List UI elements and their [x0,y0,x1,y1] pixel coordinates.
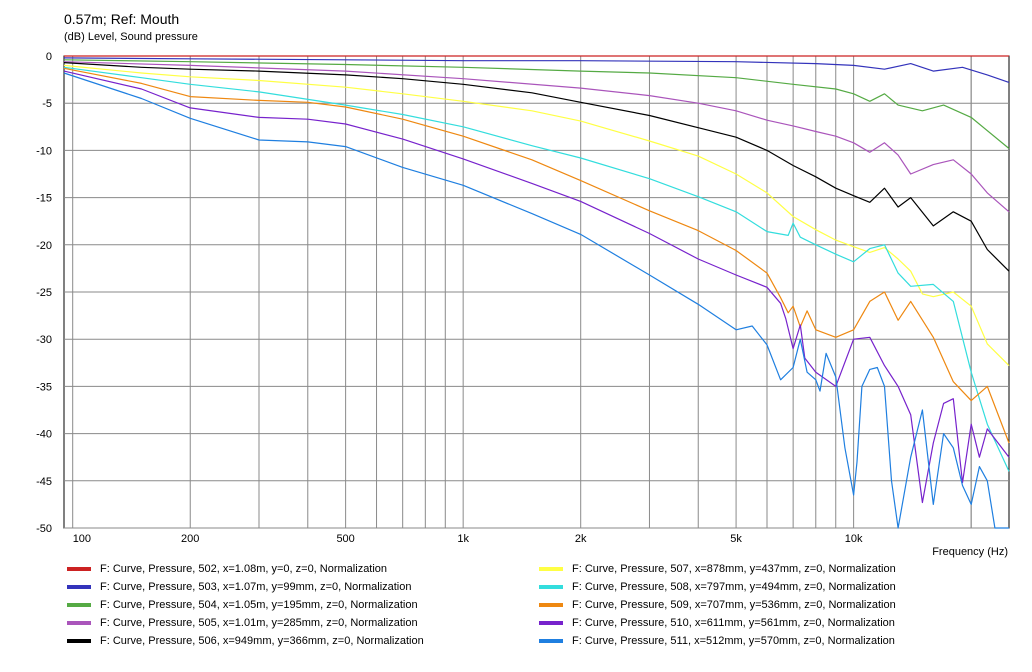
series-line-2 [63,59,1010,149]
legend-item: F: Curve, Pressure, 502, x=1.08m, y=0, z… [67,563,387,575]
legend-swatch [67,567,91,571]
legend-label: F: Curve, Pressure, 503, x=1.07m, y=99mm… [100,581,412,593]
legend-label: F: Curve, Pressure, 510, x=611mm, y=561m… [572,617,895,629]
legend-item: F: Curve, Pressure, 505, x=1.01m, y=285m… [67,617,418,629]
y-tick-label: -10 [36,145,52,157]
legend-label: F: Curve, Pressure, 502, x=1.08m, y=0, z… [100,563,388,575]
legend-swatch [67,621,91,625]
y-tick-label: -40 [36,429,52,441]
x-tick-label: 100 [73,533,91,545]
legend-label: F: Curve, Pressure, 508, x=797mm, y=494m… [572,581,896,593]
legend-item: F: Curve, Pressure, 509, x=707mm, y=536m… [539,599,896,611]
legend-swatch [539,567,563,571]
legend-swatch [539,603,563,607]
legend-item: F: Curve, Pressure, 510, x=611mm, y=561m… [539,617,895,629]
x-tick-label: 1k [457,533,469,545]
series-line-6 [63,66,1010,472]
legend-swatch [539,621,563,625]
frequency-response-chart: 0 -5 -10 -15 -20 -25 -30 -35 -40 -45 -50 100 200 500… [36,51,1010,558]
grid-lines [63,55,1010,529]
x-tick-labels: 100 200 500 1k 2k 5k 10k [73,533,863,545]
y-tick-label: -35 [36,381,52,393]
legend-swatch [67,603,91,607]
legend-item: F: Curve, Pressure, 503, x=1.07m, y=99mm… [67,581,412,593]
legend-label: F: Curve, Pressure, 504, x=1.05m, y=195m… [100,599,418,611]
legend-item: F: Curve, Pressure, 504, x=1.05m, y=195m… [67,599,418,611]
legend-label: F: Curve, Pressure, 507, x=878mm, y=437m… [572,563,896,575]
y-tick-label: 0 [46,51,52,63]
x-tick-label: 200 [181,533,199,545]
series-line-7 [63,67,1010,444]
x-tick-label: 2k [575,533,587,545]
legend-swatch [539,585,563,589]
legend-swatch [67,639,91,643]
series-line-4 [63,62,1010,272]
series-line-5 [63,64,1010,367]
legend-swatch [539,639,563,643]
x-tick-label: 10k [845,533,863,545]
legend-label: F: Curve, Pressure, 511, x=512mm, y=570m… [572,635,895,647]
legend-item: F: Curve, Pressure, 511, x=512mm, y=570m… [539,635,895,647]
x-tick-label: 500 [336,533,354,545]
y-tick-label: -30 [36,334,52,346]
series-line-1 [63,57,1010,83]
y-tick-label: -15 [36,193,52,205]
series-line-8 [63,70,1010,504]
y-axis-label: (dB) Level, Sound pressure [64,31,198,43]
legend-label: F: Curve, Pressure, 509, x=707mm, y=536m… [572,599,896,611]
legend-item: F: Curve, Pressure, 508, x=797mm, y=494m… [539,581,896,593]
legend-label: F: Curve, Pressure, 506, x=949mm, y=366m… [100,635,424,647]
legend-item: F: Curve, Pressure, 506, x=949mm, y=366m… [67,635,424,647]
legend-item: F: Curve, Pressure, 507, x=878mm, y=437m… [539,563,896,575]
series-lines [63,55,1010,529]
legend-swatch [67,585,91,589]
legend-label: F: Curve, Pressure, 505, x=1.01m, y=285m… [100,617,418,629]
y-tick-labels: 0 -5 -10 -15 -20 -25 -30 -35 -40 -45 -50 [36,51,52,535]
legend: F: Curve, Pressure, 502, x=1.08m, y=0, z… [0,561,1032,672]
x-tick-label: 5k [730,533,742,545]
y-tick-label: -20 [36,240,52,252]
y-tick-label: -25 [36,287,52,299]
y-tick-label: -45 [36,476,52,488]
y-tick-label: -50 [36,523,52,535]
chart-title: 0.57m; Ref: Mouth [64,11,180,27]
x-axis-label: Frequency (Hz) [932,546,1008,558]
series-line-3 [63,61,1010,213]
series-line-9 [63,72,1009,529]
y-tick-label: -5 [42,98,52,110]
